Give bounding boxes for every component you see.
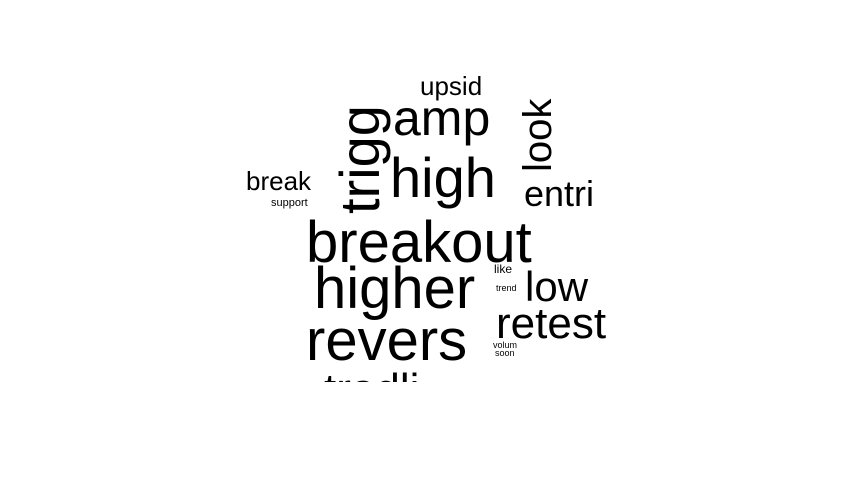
- word-like: like: [494, 262, 513, 276]
- word-low: low: [525, 263, 589, 310]
- word-amp: amp: [393, 90, 491, 146]
- word-soon: soon: [495, 348, 515, 358]
- word-cloud-area: breakout higher revers high amp retest l…: [220, 70, 650, 382]
- word-revers: revers: [306, 308, 468, 373]
- word-breakout: breakout: [306, 210, 532, 275]
- word-higher: higher: [314, 256, 476, 321]
- word-break: break: [246, 166, 312, 196]
- word-support: support: [271, 197, 308, 209]
- word-entri: entri: [524, 173, 595, 214]
- word-retest: retest: [496, 299, 607, 348]
- word-trigger: trigg: [328, 105, 391, 214]
- word-cut-bottom: tradli: [324, 368, 419, 383]
- word-look: look: [516, 98, 560, 172]
- word-upsid: upsid: [420, 71, 483, 101]
- word-volum: volum: [493, 340, 518, 350]
- word-trend: trend: [496, 283, 517, 293]
- word-high: high: [390, 146, 496, 209]
